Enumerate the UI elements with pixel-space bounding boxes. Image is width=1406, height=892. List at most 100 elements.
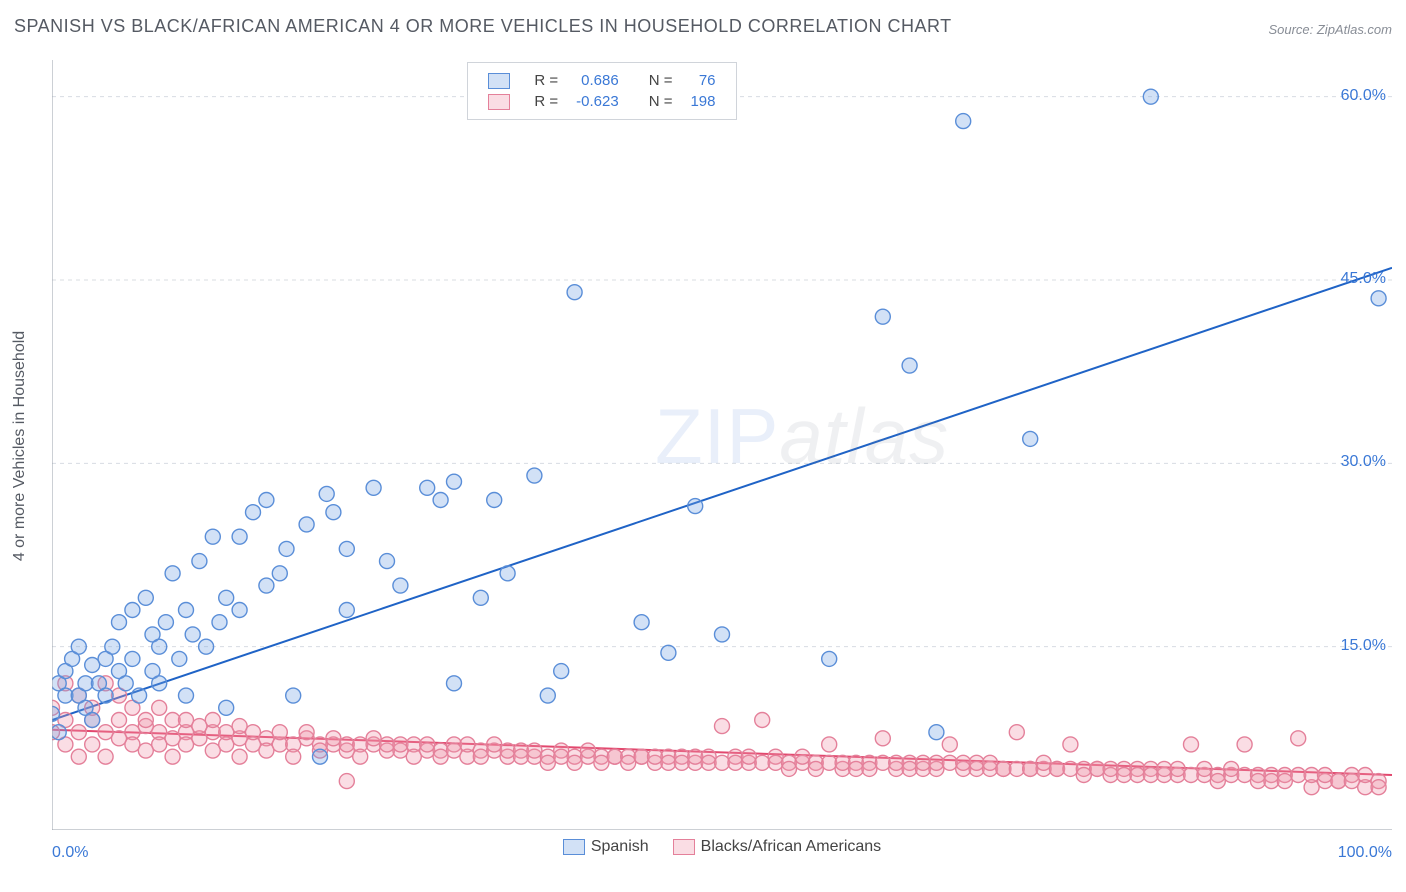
data-point [179, 688, 194, 703]
legend-label: Spanish [591, 838, 649, 856]
data-point [299, 725, 314, 740]
data-point [393, 578, 408, 593]
stats-n-label: N = [629, 92, 681, 111]
y-axis-label: 4 or more Vehicles in Household [11, 331, 29, 561]
data-point [205, 713, 220, 728]
data-point [118, 676, 133, 691]
data-point [152, 676, 167, 691]
data-point [185, 627, 200, 642]
data-point [232, 529, 247, 544]
data-point [380, 554, 395, 569]
data-point [1237, 737, 1252, 752]
data-point [755, 713, 770, 728]
data-point [286, 749, 301, 764]
data-point [929, 725, 944, 740]
data-point [85, 737, 100, 752]
data-point [205, 529, 220, 544]
data-point [661, 645, 676, 660]
data-point [339, 603, 354, 618]
data-point [152, 700, 167, 715]
y-tick-label: 60.0% [1341, 87, 1386, 105]
stats-n-value: 76 [682, 71, 723, 90]
data-point [132, 688, 147, 703]
stats-n-value: 198 [682, 92, 723, 111]
data-point [172, 651, 187, 666]
legend-label: Blacks/African Americans [701, 838, 882, 856]
source-credit: Source: ZipAtlas.com [1268, 22, 1392, 37]
data-point [165, 749, 180, 764]
data-point [85, 713, 100, 728]
data-point [822, 651, 837, 666]
data-point [105, 639, 120, 654]
data-point [688, 499, 703, 514]
stats-legend: R = 0.686 N = 76 R = -0.623 N = 198 [467, 62, 736, 120]
data-point [1023, 431, 1038, 446]
data-point [473, 590, 488, 605]
data-point [1184, 737, 1199, 752]
data-point [125, 651, 140, 666]
data-point [500, 566, 515, 581]
data-point [942, 737, 957, 752]
series-legend: Spanish Blacks/African Americans [52, 838, 1392, 860]
chart-svg [52, 60, 1392, 830]
data-point [339, 774, 354, 789]
data-point [487, 493, 502, 508]
data-point [875, 731, 890, 746]
data-point [319, 486, 334, 501]
legend-swatch [488, 94, 510, 110]
data-point [212, 615, 227, 630]
data-point [715, 719, 730, 734]
plot-area: ZIPatlas0.0%100.0%15.0%30.0%45.0%60.0% R… [52, 60, 1392, 830]
data-point [71, 725, 86, 740]
y-tick-label: 30.0% [1341, 453, 1386, 471]
data-point [447, 474, 462, 489]
data-point [165, 566, 180, 581]
data-point [179, 603, 194, 618]
stats-r-value: -0.623 [568, 92, 627, 111]
data-point [1291, 731, 1306, 746]
y-tick-label: 45.0% [1341, 270, 1386, 288]
data-point [875, 309, 890, 324]
stats-row: R = 0.686 N = 76 [480, 71, 723, 90]
data-point [1371, 291, 1386, 306]
stats-table: R = 0.686 N = 76 R = -0.623 N = 198 [478, 69, 725, 113]
data-point [272, 566, 287, 581]
data-point [219, 590, 234, 605]
data-point [192, 554, 207, 569]
data-point [125, 603, 140, 618]
y-axis-label-wrap: 4 or more Vehicles in Household [0, 60, 40, 832]
data-point [353, 749, 368, 764]
data-point [112, 713, 127, 728]
data-point [339, 541, 354, 556]
data-point [138, 713, 153, 728]
data-point [1009, 725, 1024, 740]
data-point [447, 676, 462, 691]
plot-bg [52, 60, 1392, 830]
stats-row: R = -0.623 N = 198 [480, 92, 723, 111]
stats-r-label: R = [526, 71, 566, 90]
data-point [1143, 89, 1158, 104]
data-point [540, 688, 555, 703]
data-point [433, 493, 448, 508]
legend-swatch [673, 839, 695, 855]
data-point [567, 285, 582, 300]
data-point [246, 505, 261, 520]
data-point [634, 615, 649, 630]
data-point [554, 664, 569, 679]
y-tick-label: 15.0% [1341, 637, 1386, 655]
stats-r-value: 0.686 [568, 71, 627, 90]
data-point [259, 493, 274, 508]
legend-item: Blacks/African Americans [673, 838, 882, 856]
source-text: ZipAtlas.com [1317, 22, 1392, 37]
data-point [71, 749, 86, 764]
data-point [527, 468, 542, 483]
data-point [956, 114, 971, 129]
data-point [71, 639, 86, 654]
data-point [286, 688, 301, 703]
data-point [272, 725, 287, 740]
data-point [822, 737, 837, 752]
stats-r-label: R = [526, 92, 566, 111]
data-point [152, 639, 167, 654]
data-point [199, 639, 214, 654]
chart-container: SPANISH VS BLACK/AFRICAN AMERICAN 4 OR M… [0, 0, 1406, 892]
